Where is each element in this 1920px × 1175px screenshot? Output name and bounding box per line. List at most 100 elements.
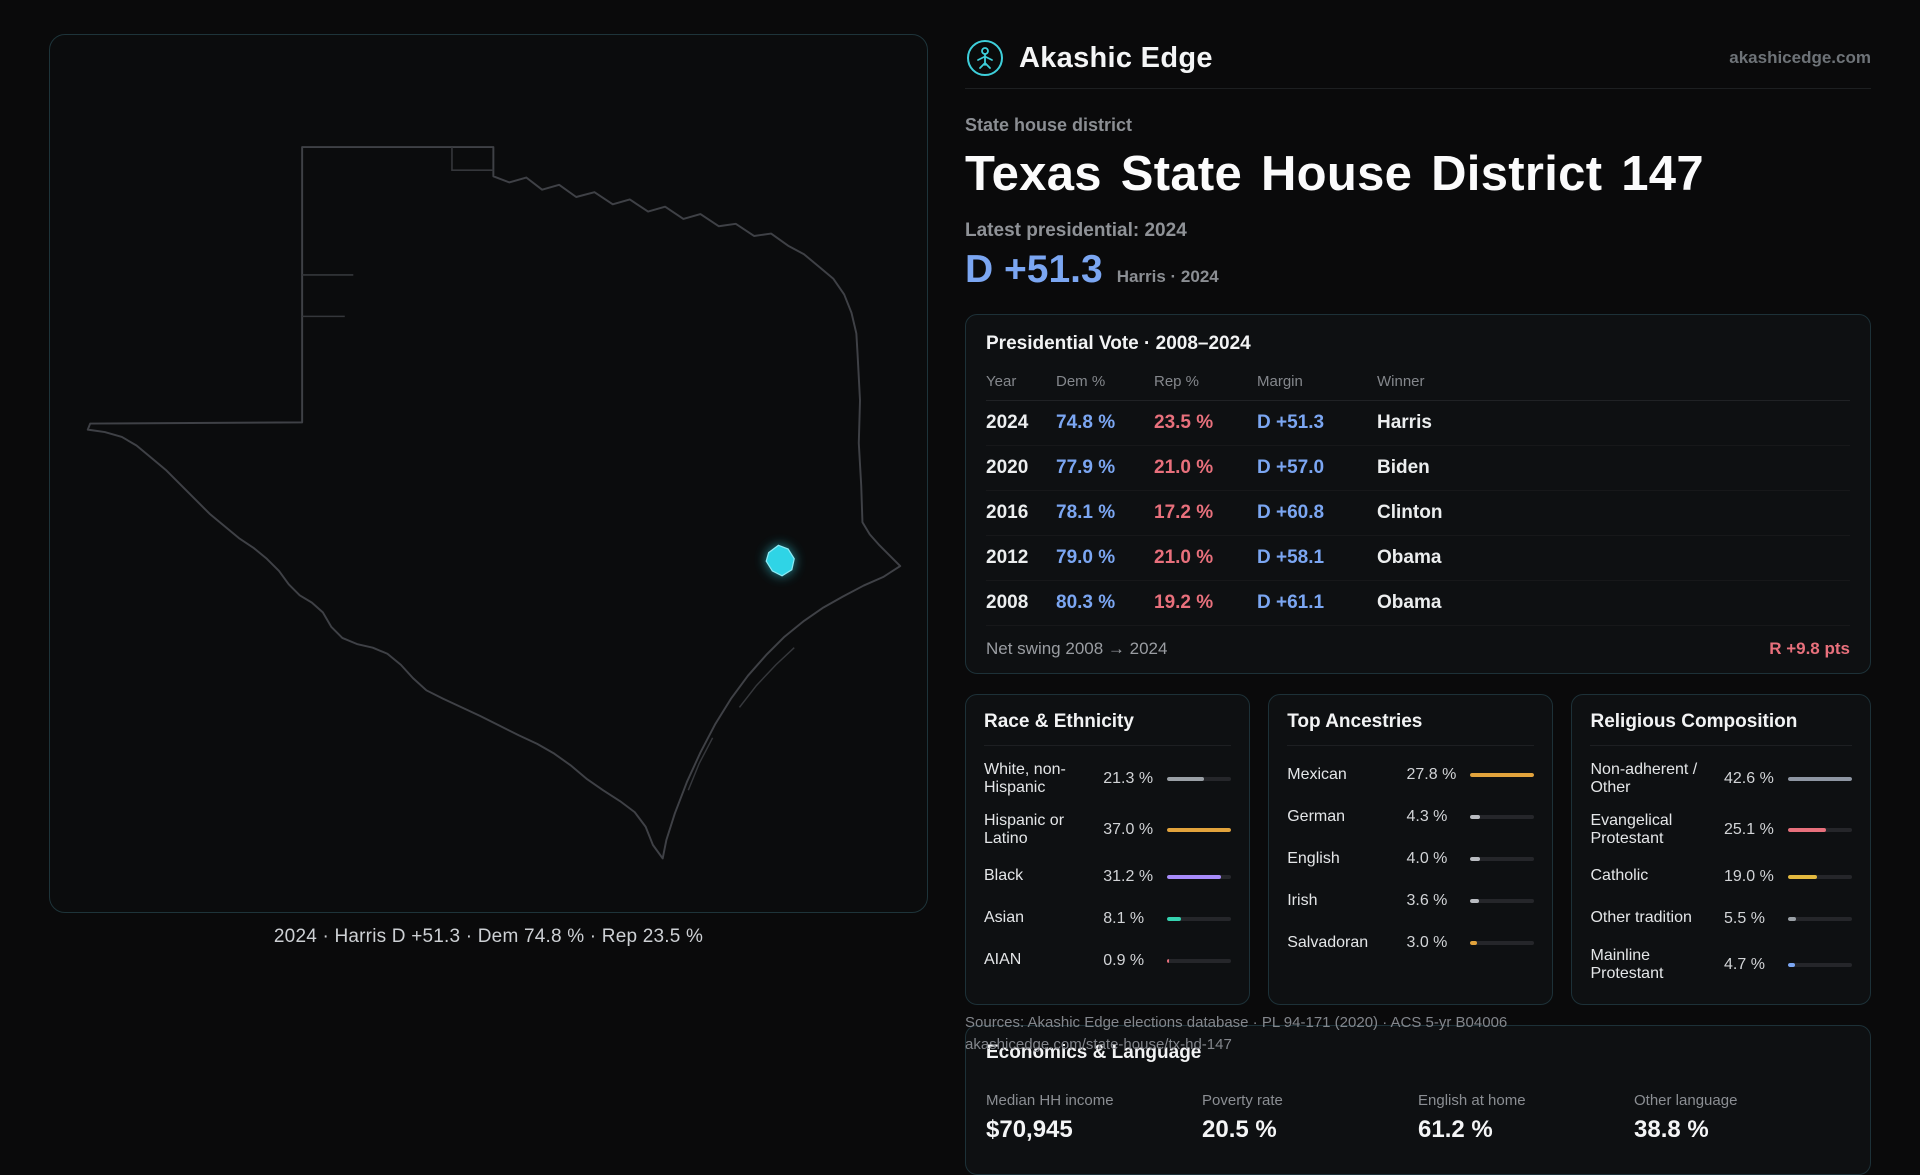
internal-boundaries	[302, 147, 494, 318]
stat-label: Non-adherent / Other	[1590, 761, 1698, 797]
stat-bar	[1167, 916, 1232, 921]
stat-value: 3.0 %	[1406, 934, 1448, 951]
stat-bar	[1470, 899, 1535, 903]
stat-bar	[1788, 777, 1852, 782]
net-swing-value: R +9.8 pts	[1769, 639, 1850, 658]
winner-cell: Harris	[1377, 401, 1850, 446]
app-header: Akashic Edge akashicedge.com	[965, 28, 1871, 89]
stat-row: Salvadoran 3.0 %	[1287, 922, 1535, 964]
map-caption: 2024 · Harris D +51.3 · Dem 74.8 % · Rep…	[273, 926, 704, 947]
stat-label: Other language	[1634, 1092, 1738, 1110]
year-cell: 2020	[986, 446, 1056, 491]
stat-row: Non-adherent / Other 42.6 %	[1590, 754, 1852, 805]
stat-value: 0.9 %	[1103, 951, 1145, 969]
stat-bar	[1470, 773, 1535, 777]
religion-card-title: Religious Composition	[1590, 711, 1852, 746]
sources-footer: Sources: Akashic Edge elections database…	[965, 1012, 1507, 1056]
stat-value: 25.1 %	[1724, 821, 1774, 839]
rep-cell: 21.0 %	[1154, 536, 1257, 581]
stat-bar	[1167, 958, 1232, 963]
stat-value: 4.3 %	[1406, 808, 1448, 825]
stat-value: 20.5 %	[1202, 1116, 1277, 1144]
religion-card: Religious Composition Non-adherent / Oth…	[1571, 694, 1871, 1006]
texas-map	[86, 146, 902, 860]
table-row: 2020 77.9 % 21.0 % D +57.0 Biden	[986, 446, 1850, 491]
stat-bar	[1167, 874, 1232, 879]
dem-cell: 77.9 %	[1056, 446, 1154, 491]
stat-bar	[1470, 857, 1535, 861]
stat-row: AIAN 0.9 %	[984, 940, 1232, 982]
rep-cell: 17.2 %	[1154, 491, 1257, 536]
race-ethnicity-card: Race & Ethnicity White, non-Hispanic 21.…	[965, 694, 1251, 1006]
stat-bar	[1167, 828, 1232, 833]
stat-row: Other tradition 5.5 %	[1590, 898, 1852, 940]
stat-value: 38.8 %	[1634, 1116, 1709, 1144]
year-cell: 2016	[986, 491, 1056, 536]
stat-value: 4.0 %	[1406, 850, 1448, 867]
stat-row: Evangelical Protestant 25.1 %	[1590, 805, 1852, 856]
stat-value: 61.2 %	[1418, 1116, 1493, 1144]
rep-cell: 23.5 %	[1154, 401, 1257, 446]
margin-cell: D +60.8	[1257, 491, 1377, 536]
stat-bar	[1788, 828, 1852, 833]
stat-label: English	[1287, 849, 1340, 867]
margin-cell: D +51.3	[1257, 401, 1377, 446]
stat-value: 5.5 %	[1724, 909, 1765, 927]
margin-value: D +51.3	[965, 248, 1103, 291]
table-row: 2016 78.1 % 17.2 % D +60.8 Clinton	[986, 491, 1850, 536]
economics-stats: Median HH income $70,945 Poverty rate 20…	[986, 1092, 1850, 1144]
margin-note: Harris · 2024	[1116, 267, 1219, 286]
district-type-label: State house district	[965, 115, 1133, 135]
stat-label: Poverty rate	[1202, 1092, 1283, 1110]
race-card-title: Race & Ethnicity	[984, 711, 1232, 746]
table-row: 2008 80.3 % 19.2 % D +61.1 Obama	[986, 581, 1850, 626]
year-cell: 2008	[986, 581, 1056, 626]
page-title: Texas State House District 147	[965, 147, 1704, 201]
stat-row: Catholic 19.0 %	[1590, 856, 1852, 898]
stat-row: German 4.3 %	[1287, 796, 1535, 838]
akashic-edge-logo-icon	[967, 40, 1003, 76]
permalink[interactable]: akashicedge.com/state-house/tx-hd-147	[965, 1035, 1232, 1053]
stat-label: Evangelical Protestant	[1590, 811, 1673, 848]
presidential-vote-card: Presidential Vote · 2008–2024 Year Dem %…	[965, 314, 1871, 674]
stat-row: Mexican 27.8 %	[1287, 754, 1535, 796]
stat-value: $70,945	[986, 1116, 1073, 1144]
stat-block: Median HH income $70,945	[986, 1092, 1202, 1144]
stat-label: Salvadoran	[1287, 933, 1369, 951]
col-rep: Rep %	[1154, 367, 1257, 401]
economics-card-title: Economics & Language	[986, 1042, 1202, 1064]
site-domain-link[interactable]: akashicedge.com	[1729, 48, 1871, 67]
detail-panel: Akashic Edge akashicedge.com State house…	[965, 28, 1871, 1175]
district-147-highlight[interactable]	[765, 544, 795, 577]
stat-value: 3.6 %	[1406, 892, 1448, 909]
col-year: Year	[986, 367, 1056, 401]
winner-cell: Obama	[1377, 536, 1850, 581]
stat-value: 27.8 %	[1406, 766, 1457, 783]
year-cell: 2012	[986, 536, 1056, 581]
stat-value: 21.3 %	[1103, 770, 1154, 788]
stat-label: Black	[984, 867, 1024, 885]
stat-label: Mexican	[1287, 765, 1347, 783]
ancestries-card-title: Top Ancestries	[1287, 711, 1535, 746]
stat-bar	[1167, 777, 1232, 782]
winner-cell: Obama	[1377, 581, 1850, 626]
stat-label: Catholic	[1590, 867, 1649, 885]
table-row: 2012 79.0 % 21.0 % D +58.1 Obama	[986, 536, 1850, 581]
stat-label: Median HH income	[986, 1092, 1114, 1110]
stat-row: Hispanic or Latino 37.0 %	[984, 805, 1232, 856]
dem-cell: 80.3 %	[1056, 581, 1154, 626]
col-margin: Margin	[1257, 367, 1377, 401]
stat-bar	[1470, 941, 1535, 945]
stat-bar	[1788, 874, 1852, 879]
dem-cell: 74.8 %	[1056, 401, 1154, 446]
margin-cell: D +57.0	[1257, 446, 1377, 491]
stat-label: Mainline Protestant	[1590, 946, 1664, 982]
winner-cell: Biden	[1377, 446, 1850, 491]
col-winner: Winner	[1377, 367, 1850, 401]
table-header-row: Year Dem % Rep % Margin Winner	[986, 367, 1850, 401]
sources-line: Sources: Akashic Edge elections database…	[965, 1014, 1508, 1031]
stat-row: English 4.0 %	[1287, 838, 1535, 880]
coast-islands	[687, 647, 795, 791]
rep-cell: 19.2 %	[1154, 581, 1257, 626]
stat-label: AIAN	[984, 951, 1022, 969]
